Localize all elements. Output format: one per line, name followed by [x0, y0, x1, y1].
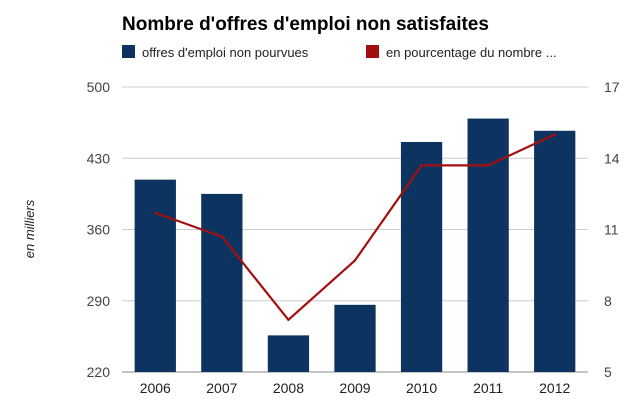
x-axis-ticks: 2006 2007 2008 2009 2010 2011 2012 [140, 380, 571, 396]
line-point-2006 [154, 211, 157, 215]
left-axis-ticks: 220 290 360 430 500 [87, 79, 111, 380]
bar-2009 [334, 304, 376, 372]
x-tick-label: 2006 [140, 380, 171, 396]
bar-2012 [534, 130, 576, 372]
y-axis-label: en milliers [22, 199, 37, 258]
chart-title: Nombre d'offres d'emploi non satisfaites [122, 14, 489, 35]
x-tick-label: 2010 [406, 380, 437, 396]
bars-group [134, 118, 576, 372]
left-tick-label: 430 [87, 150, 111, 166]
line-point-2012 [553, 133, 556, 136]
legend-label-bars: offres d'emploi non pourvues [142, 45, 309, 60]
right-tick-label: 14 [604, 150, 620, 166]
line-point-2011 [486, 164, 490, 167]
bar-2007 [201, 193, 243, 372]
legend-swatch-line [366, 45, 379, 58]
bar-2011 [467, 118, 509, 372]
line-point-2008 [287, 318, 290, 321]
x-tick-label: 2009 [339, 380, 370, 396]
bar-2006 [134, 179, 176, 372]
right-tick-label: 11 [604, 222, 619, 238]
right-axis-ticks: 5 8 11 14 17 [604, 79, 620, 380]
legend: offres d'emploi non pourvues en pourcent… [122, 45, 557, 60]
line-point-2010 [420, 164, 423, 167]
x-tick-label: 2007 [206, 380, 237, 396]
legend-label-line: en pourcentage du nombre ... [386, 45, 557, 60]
right-tick-label: 8 [604, 293, 612, 309]
x-tick-label: 2008 [273, 380, 304, 396]
bar-2010 [400, 141, 443, 372]
legend-swatch-bars [122, 45, 135, 58]
x-tick-label: 2011 [473, 380, 503, 396]
right-tick-label: 17 [604, 79, 620, 95]
left-tick-label: 360 [87, 222, 111, 238]
x-tick-label: 2012 [539, 380, 570, 396]
line-point-2007 [220, 235, 224, 238]
left-tick-label: 220 [87, 364, 111, 380]
left-tick-label: 290 [87, 293, 111, 309]
left-tick-label: 500 [87, 79, 111, 95]
line-point-2009 [353, 259, 357, 262]
right-tick-label: 5 [604, 364, 612, 380]
line-series-group [154, 133, 556, 321]
bar-2008 [267, 335, 310, 372]
